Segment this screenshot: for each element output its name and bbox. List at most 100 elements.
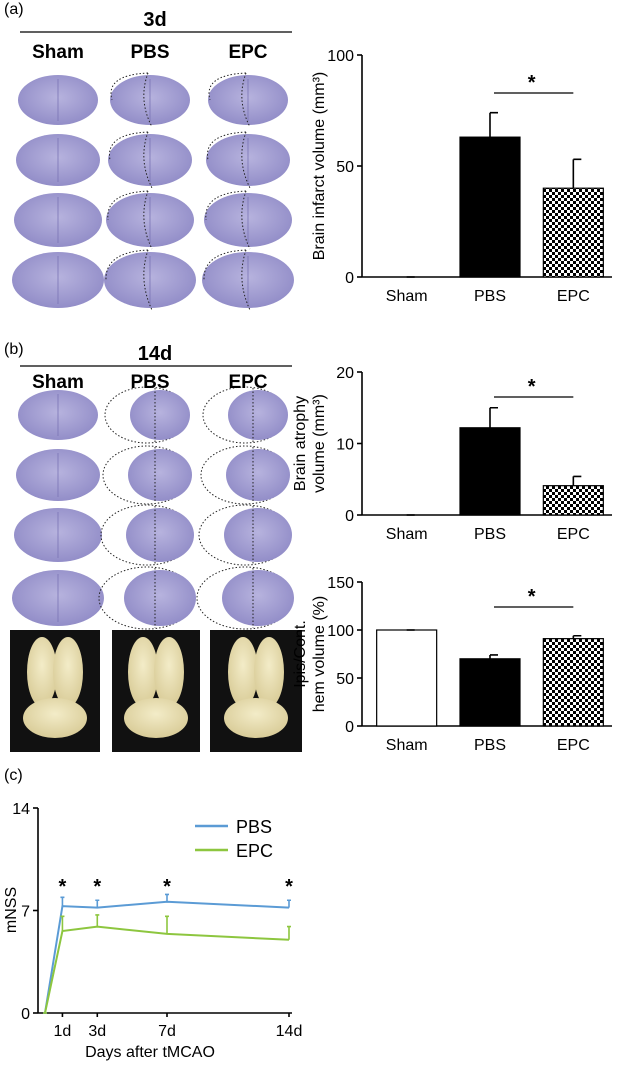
brain-section <box>222 570 294 626</box>
error-bar <box>572 158 582 189</box>
bar <box>459 136 521 278</box>
error-bar <box>489 406 498 428</box>
x-tick-label: PBS <box>474 526 506 543</box>
infarct-outline <box>208 72 251 128</box>
infarct-outline <box>207 131 251 189</box>
error-bar <box>489 111 498 138</box>
x-tick-label: EPC <box>557 288 590 305</box>
cerebellum-photo <box>23 698 87 738</box>
error-bar <box>60 896 65 907</box>
column-label: PBS <box>130 372 169 393</box>
infarct-outline <box>109 131 153 189</box>
brain-photo <box>154 637 184 707</box>
brain-photo <box>128 637 158 707</box>
column-label: PBS <box>130 42 169 63</box>
panel-label: (a) <box>4 1 24 18</box>
y-tick-label: 100 <box>327 623 354 640</box>
series-line <box>44 925 290 1014</box>
y-tick-label: 0 <box>345 719 354 736</box>
error-bar <box>287 899 291 908</box>
error-bar <box>489 654 498 659</box>
y-axis-label: hem volume (%) <box>311 596 328 712</box>
y-tick-label: 20 <box>336 365 354 382</box>
brain-section <box>124 570 196 626</box>
cerebellum-photo <box>224 698 288 738</box>
x-tick-label: Sham <box>386 526 428 543</box>
y-tick-label: 50 <box>336 671 354 688</box>
significance-label: * <box>285 876 293 898</box>
error-bar <box>95 914 100 927</box>
infarct-outline <box>105 249 153 311</box>
bar <box>542 187 604 278</box>
bar <box>459 427 521 516</box>
x-tick-label: EPC <box>557 737 590 754</box>
column-label: Sham <box>32 42 84 63</box>
x-tick-label: EPC <box>557 526 590 543</box>
x-tick-label: Sham <box>386 288 428 305</box>
significance-label: * <box>528 376 536 398</box>
infarct-outline <box>203 249 251 311</box>
panel-label: (b) <box>4 341 24 358</box>
y-tick-label: 10 <box>336 437 354 454</box>
x-tick-label: 1d <box>54 1023 72 1040</box>
bar <box>376 629 438 727</box>
bar <box>542 638 604 727</box>
brain-section <box>130 390 190 440</box>
x-tick-label: 3d <box>88 1023 106 1040</box>
bar <box>459 658 521 727</box>
brain-section <box>224 508 292 562</box>
error-bar <box>95 899 100 908</box>
x-tick-label: 7d <box>158 1023 176 1040</box>
error-bar <box>165 893 169 902</box>
bar <box>542 485 604 516</box>
significance-label: * <box>528 586 536 608</box>
cerebellum-photo <box>124 698 188 738</box>
legend-label: PBS <box>236 817 272 837</box>
y-axis-label: volume (mm³) <box>311 394 328 493</box>
y-tick-label: 50 <box>336 159 354 176</box>
brain-section <box>226 449 290 501</box>
panel-heading: 3d <box>143 9 166 31</box>
infarct-outline <box>110 72 153 128</box>
y-axis-label: Brain infarct volume (mm³) <box>311 72 328 260</box>
y-axis-label: Ipis/Cont. <box>292 620 309 688</box>
brain-photo <box>228 637 258 707</box>
significance-label: * <box>59 876 67 898</box>
y-tick-label: 0 <box>21 1006 30 1023</box>
significance-label: * <box>163 876 171 898</box>
brain-photo <box>254 637 284 707</box>
y-tick-label: 14 <box>12 801 30 818</box>
x-tick-label: PBS <box>474 737 506 754</box>
brain-section <box>228 390 288 440</box>
brain-photo <box>53 637 83 707</box>
infarct-outline <box>107 190 153 250</box>
brain-section <box>128 449 192 501</box>
infarct-outline <box>205 190 251 250</box>
y-axis-label: mNSS <box>3 887 20 933</box>
column-label: EPC <box>228 42 267 63</box>
brain-photo <box>27 637 57 707</box>
y-tick-label: 7 <box>21 904 30 921</box>
x-tick-label: PBS <box>474 288 506 305</box>
column-label: Sham <box>32 372 84 393</box>
y-tick-label: 0 <box>345 270 354 287</box>
x-tick-label: Sham <box>386 737 428 754</box>
significance-label: * <box>93 876 101 898</box>
y-tick-label: 100 <box>327 48 354 65</box>
significance-label: * <box>528 72 536 94</box>
y-axis-label: Brain atrophy <box>292 396 309 491</box>
error-bar <box>572 475 582 486</box>
error-bar <box>287 925 291 940</box>
error-bar <box>572 634 582 639</box>
panel-label: (c) <box>4 767 23 784</box>
error-bar <box>165 915 169 934</box>
legend-label: EPC <box>236 841 273 861</box>
x-tick-label: 14d <box>276 1023 303 1040</box>
column-label: EPC <box>228 372 267 393</box>
brain-section <box>126 508 194 562</box>
y-tick-label: 0 <box>345 508 354 525</box>
brain-images <box>10 72 302 752</box>
x-axis-label: Days after tMCAO <box>85 1044 215 1061</box>
panel-heading: 14d <box>138 343 172 365</box>
